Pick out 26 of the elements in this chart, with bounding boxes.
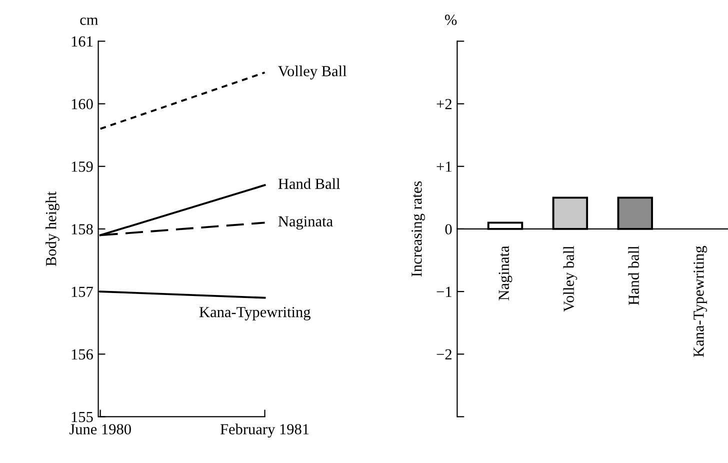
y-tick-label: 160 [72, 98, 93, 110]
series-label: Volley Ball [278, 66, 347, 80]
y-tick-label: +2 [436, 98, 452, 110]
y-tick-label: +1 [436, 162, 452, 172]
x-tick-label: Hand ball [628, 246, 639, 306]
series-label: Kana-Typewriting [199, 306, 310, 320]
x-tick-label: June 1980 [69, 424, 131, 434]
x-tick-label: Naginata [498, 246, 512, 300]
y-tick-label: 156 [72, 349, 93, 360]
y-tick-label: 158 [72, 224, 93, 234]
series-label: Hand Ball [278, 178, 340, 189]
y-axis-title: Body height [45, 191, 60, 266]
series-label: Naginata [278, 216, 333, 230]
y-tick-label: −1 [436, 286, 452, 297]
x-tick-label: February 1981 [220, 424, 309, 438]
text: % [444, 14, 457, 26]
y-tick-label: 0 [445, 224, 452, 234]
y-tick-label: 157 [72, 286, 93, 297]
y-axis-title: Increasing rates [412, 181, 425, 277]
x-tick-label: Volley ball [563, 246, 578, 312]
text: cm [80, 18, 98, 25]
y-tick-label: 159 [72, 162, 93, 172]
y-tick-label: −2 [436, 349, 452, 360]
x-tick-label: Kana-Typewriting [694, 246, 707, 357]
y-tick-label: 161 [72, 36, 92, 47]
y-tick-label: 155 [72, 412, 93, 422]
